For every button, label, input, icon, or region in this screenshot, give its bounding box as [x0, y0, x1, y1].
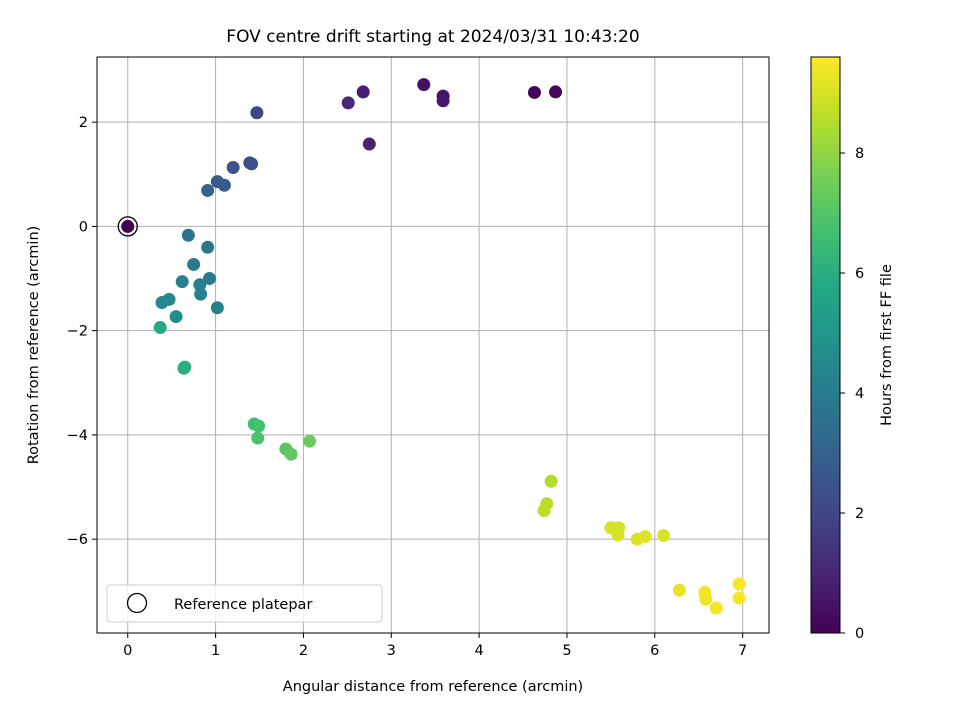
data-point [527, 85, 541, 99]
y-tick-label: −2 [67, 324, 88, 340]
grid-lines [97, 57, 769, 633]
y-tick-label: −4 [67, 428, 88, 444]
data-point [169, 310, 183, 324]
y-tick-label: −6 [67, 532, 88, 548]
x-tick-label: 1 [211, 643, 220, 659]
data-point [356, 85, 370, 99]
data-point [611, 528, 625, 542]
colorbar-tick-label: 8 [855, 146, 864, 162]
data-point [544, 474, 558, 488]
data-point [245, 157, 259, 171]
reference-point [121, 219, 135, 233]
x-tick-label: 7 [738, 643, 747, 659]
legend-label-reference: Reference platepar [174, 597, 312, 613]
reference-point-marker [117, 216, 138, 237]
colorbar-ticks: 0 2 4 6 8 [840, 146, 864, 642]
colorbar-label: Hours from first FF file [879, 264, 895, 426]
x-tick-label: 4 [475, 643, 484, 659]
data-point [699, 592, 713, 606]
y-axis-label: Rotation from reference (arcmin) [26, 226, 42, 465]
data-point [657, 529, 671, 543]
data-point [549, 85, 563, 99]
data-point [672, 583, 686, 597]
x-tick-label: 2 [299, 643, 308, 659]
data-point [638, 530, 652, 544]
data-point [155, 296, 169, 310]
data-points [117, 78, 746, 615]
data-point [252, 419, 266, 433]
data-point [709, 601, 723, 615]
axis-ticks: 0 1 2 3 4 5 6 7 −6 −4 −2 0 2 [67, 115, 748, 659]
data-point [201, 183, 215, 197]
x-tick-label: 6 [650, 643, 659, 659]
data-point [202, 272, 216, 286]
colorbar-tick-label: 2 [855, 506, 864, 522]
data-point [175, 275, 189, 289]
x-tick-label: 5 [562, 643, 571, 659]
colorbar-tick-label: 6 [855, 266, 864, 282]
y-tick-label: 2 [79, 115, 88, 131]
data-point [193, 278, 207, 292]
data-point [732, 577, 746, 591]
data-point [153, 321, 167, 335]
data-point [303, 434, 317, 448]
data-point [181, 228, 195, 242]
legend: Reference platepar [106, 584, 383, 623]
legend-box [106, 584, 383, 623]
colorbar-gradient [810, 56, 841, 634]
colorbar-tick-label: 0 [855, 626, 864, 642]
data-point [362, 137, 376, 151]
data-point [732, 591, 746, 605]
data-point [217, 178, 231, 192]
data-point [210, 301, 224, 315]
data-point [537, 504, 551, 518]
data-point [341, 96, 355, 110]
data-point [178, 360, 192, 374]
legend-marker-reference [126, 592, 148, 614]
x-tick-label: 3 [387, 643, 396, 659]
colorbar-tick-label: 4 [855, 386, 864, 402]
data-point [187, 257, 201, 271]
chart-title: FOV centre drift starting at 2024/03/31 … [226, 27, 639, 47]
colorbar: 0 2 4 6 8 Hours from first FF file [810, 56, 895, 642]
plot-frame [96, 56, 770, 634]
data-point [250, 106, 264, 120]
x-tick-label: 0 [123, 643, 132, 659]
data-point [226, 161, 240, 175]
data-point [194, 287, 208, 301]
data-point [284, 447, 298, 461]
data-point [201, 240, 215, 254]
data-point [417, 78, 431, 92]
data-point [436, 94, 450, 108]
data-point [251, 431, 265, 445]
y-tick-label: 0 [79, 219, 88, 235]
x-axis-label: Angular distance from reference (arcmin) [283, 679, 583, 695]
